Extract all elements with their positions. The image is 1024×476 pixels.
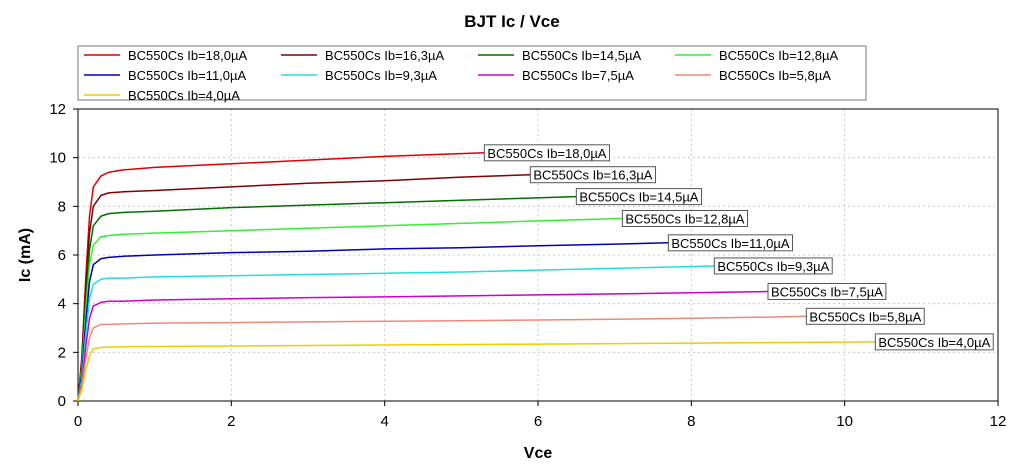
y-tick-label: 0 [58,393,66,410]
legend: BC550Cs Ib=18,0µA BC550Cs Ib=16,3µA BC550C… [77,45,867,103]
series-line-6 [77,265,715,402]
series-line-3 [77,195,577,402]
y-tick-label: 12 [49,101,66,118]
legend-label-2: BC550Cs Ib=16,3µA [325,48,444,63]
legend-label-1: BC550Cs Ib=18,0µA [128,48,247,63]
legend-label-7: BC550Cs Ib=7,5µA [522,68,634,83]
x-axis-label: Vce [524,445,553,462]
curve-annotation-5: BC550Cs Ib=11,0µA [667,234,794,252]
curve-annotation-label: BC550Cs Ib=7,5µA [771,285,883,300]
legend-box [77,45,867,101]
series-line-8 [77,315,807,402]
x-tick-label: 10 [836,413,853,430]
curve-annotation-2: BC550Cs Ib=16,3µA [529,166,657,184]
curve-annotation-label: BC550Cs Ib=9,3µA [717,259,829,274]
x-tick-label: 4 [380,413,388,430]
curve-annotation-box [575,188,703,206]
legend-label-6: BC550Cs Ib=9,3µA [325,68,437,83]
curve-annotation-box [713,257,833,275]
curve-annotation-label: BC550Cs Ib=12,8µA [625,212,744,227]
curve-annotation-label: BC550Cs Ib=16,3µA [533,168,652,183]
x-ticks: 0 2 4 6 8 10 12 [74,401,1007,430]
series-line-2 [77,173,531,402]
y-tick-label: 2 [58,344,66,361]
x-tick-label: 6 [534,413,542,430]
legend-label-8: BC550Cs Ib=5,8µA [719,68,831,83]
curve-annotation-9: BC550Cs Ib=4,0µA [874,333,994,351]
curve-annotation-box [529,166,657,184]
curve-annotation-label: BC550Cs Ib=14,5µA [579,190,698,205]
y-tick-label: 6 [58,247,66,264]
curve-annotation-box [483,144,611,162]
x-tick-label: 8 [687,413,695,430]
series-lines [77,152,876,402]
series-line-5 [77,242,669,402]
y-axis-label: Ic (mA) [17,228,34,282]
x-tick-label: 0 [74,413,82,430]
y-tick-label: 4 [58,296,66,313]
series-line-4 [77,217,623,402]
y-tick-label: 10 [49,150,66,167]
series-line-7 [77,290,769,402]
curve-annotation-label: BC550Cs Ib=5,8µA [809,309,921,324]
series-line-9 [77,341,876,402]
annotations: BC550Cs Ib=18,0µA BC550Cs Ib=16,3µA BC550C… [483,144,994,351]
curve-annotation-box [667,234,794,252]
y-tick-label: 8 [58,198,66,215]
y-ticks: 0 2 4 6 8 10 12 [49,101,78,410]
x-tick-label: 2 [227,413,235,430]
curve-annotation-box [874,333,994,351]
curve-annotation-label: BC550Cs Ib=11,0µA [671,236,790,251]
curve-annotation-7: BC550Cs Ib=7,5µA [767,283,887,300]
legend-label-9: BC550Cs Ib=4,0µA [128,88,240,103]
chart-title: BJT Ic / Vce [464,12,559,31]
curve-annotation-8: BC550Cs Ib=5,8µA [805,307,925,325]
curve-annotation-label: BC550Cs Ib=4,0µA [878,335,990,350]
curve-annotation-box [621,210,749,227]
curve-annotation-box [767,283,887,300]
curve-annotation-6: BC550Cs Ib=9,3µA [713,257,833,275]
curve-annotation-1: BC550Cs Ib=18,0µA [483,144,611,162]
legend-label-5: BC550Cs Ib=11,0µA [128,68,247,83]
curve-annotation-box [805,307,925,325]
curve-annotation-4: BC550Cs Ib=12,8µA [621,210,749,227]
curve-annotation-label: BC550Cs Ib=18,0µA [487,146,606,161]
grid [78,109,998,401]
x-tick-label: 12 [990,413,1007,430]
legend-label-4: BC550Cs Ib=12,8µA [719,48,838,63]
curve-annotation-3: BC550Cs Ib=14,5µA [575,188,703,206]
legend-label-3: BC550Cs Ib=14,5µA [522,48,641,63]
